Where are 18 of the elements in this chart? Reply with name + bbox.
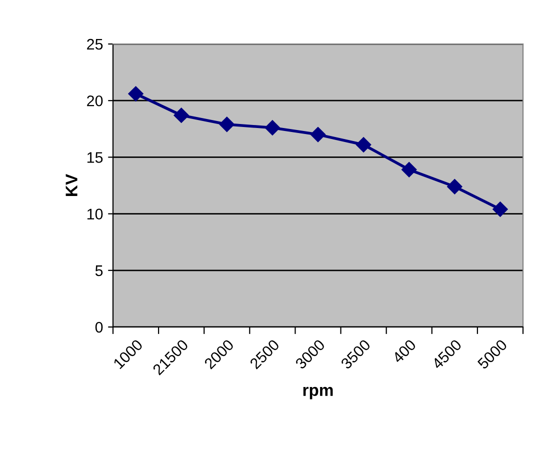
point bbox=[356, 137, 372, 152]
point bbox=[174, 108, 189, 123]
point bbox=[128, 86, 144, 102]
point bbox=[310, 126, 326, 142]
point bbox=[264, 120, 280, 136]
y-tick-label: 0 bbox=[95, 322, 103, 333]
y-axis-title: KV bbox=[66, 174, 78, 196]
point bbox=[402, 162, 417, 178]
x-axis-title: rpm bbox=[303, 386, 333, 400]
point bbox=[492, 202, 508, 217]
y-tick-label: 5 bbox=[95, 265, 103, 276]
y-tick-label: 15 bbox=[87, 152, 103, 163]
y-tick-label: 10 bbox=[87, 208, 103, 220]
point bbox=[447, 179, 462, 194]
point bbox=[219, 116, 234, 132]
x-tick-label: 400 bbox=[392, 338, 417, 364]
y-tick-label: 25 bbox=[87, 38, 103, 50]
y-tick-label: 20 bbox=[87, 95, 103, 106]
